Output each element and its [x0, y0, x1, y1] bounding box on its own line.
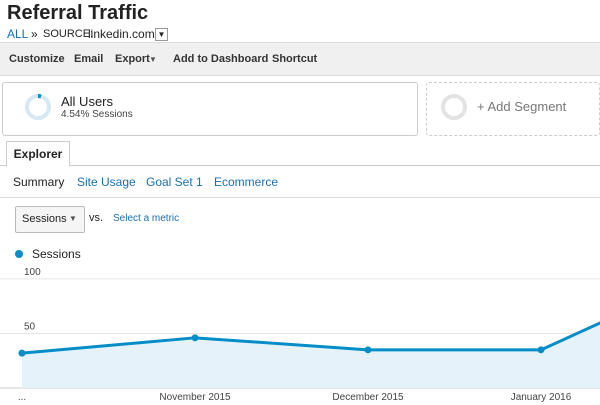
caret: ▼ — [69, 214, 77, 223]
segment-detail: 4.54% Sessions — [61, 109, 133, 120]
point — [364, 346, 372, 354]
chart: 50 100... November 2015 December 2015 Januar… — [0, 267, 600, 403]
subtab[interactable]: Ecommerce — [214, 175, 279, 189]
point — [18, 349, 26, 357]
tab-line — [0, 165, 600, 166]
divider — [0, 197, 600, 198]
dropdown[interactable]: ▼ — [155, 28, 168, 41]
x-tick-label: ... — [18, 392, 26, 403]
x-tick-label: January 2016 — [511, 392, 572, 403]
page-title: Referral Traffic — [7, 2, 149, 24]
tab[interactable]: Explorer — [6, 141, 70, 167]
toolbar-button[interactable]: Shortcut — [272, 53, 318, 65]
y-tick-label: 50 — [24, 321, 36, 332]
y-tick-label: 100 — [24, 267, 41, 278]
breadcrumb-sep: » — [31, 27, 38, 41]
toolbar-button[interactable]: Export — [115, 53, 150, 65]
point — [537, 346, 545, 354]
segment-box[interactable] — [2, 82, 418, 136]
legend — [15, 250, 23, 258]
segment-name: All Users — [61, 94, 114, 109]
toolbar-button[interactable]: Customize — [9, 53, 65, 65]
segment-icon — [25, 94, 51, 120]
toolbar — [0, 42, 600, 76]
x-tick-label: November 2015 — [159, 392, 231, 403]
metric-name: Sessions — [22, 213, 67, 225]
subtab-active[interactable]: Summary — [13, 175, 65, 189]
toolbar-button[interactable]: Add to Dashboard — [173, 53, 269, 65]
area — [22, 323, 600, 388]
line — [21, 321, 600, 355]
breadcrumb-label: SOURCE: — [43, 28, 94, 40]
metric-dropdown[interactable] — [15, 206, 85, 233]
add-segment[interactable]: + Add Segment — [477, 99, 567, 114]
subtab[interactable]: Site Usage — [77, 175, 136, 189]
toolbar-button[interactable]: Email — [74, 53, 104, 65]
legend-marker — [15, 250, 23, 258]
segment-icon — [441, 94, 467, 120]
breadcrumb-value: linkedin.com — [88, 27, 155, 41]
x-tick-label: December 2015 — [332, 392, 404, 403]
legend-label: Sessions — [32, 247, 81, 261]
caret: ▼ — [149, 55, 157, 64]
breadcrumb-all[interactable]: ALL — [7, 27, 29, 41]
point — [191, 334, 199, 342]
vs-label: vs. — [89, 212, 104, 224]
metric-link[interactable]: Select a metric — [113, 213, 180, 224]
subtab[interactable]: Goal Set 1 — [146, 175, 203, 189]
